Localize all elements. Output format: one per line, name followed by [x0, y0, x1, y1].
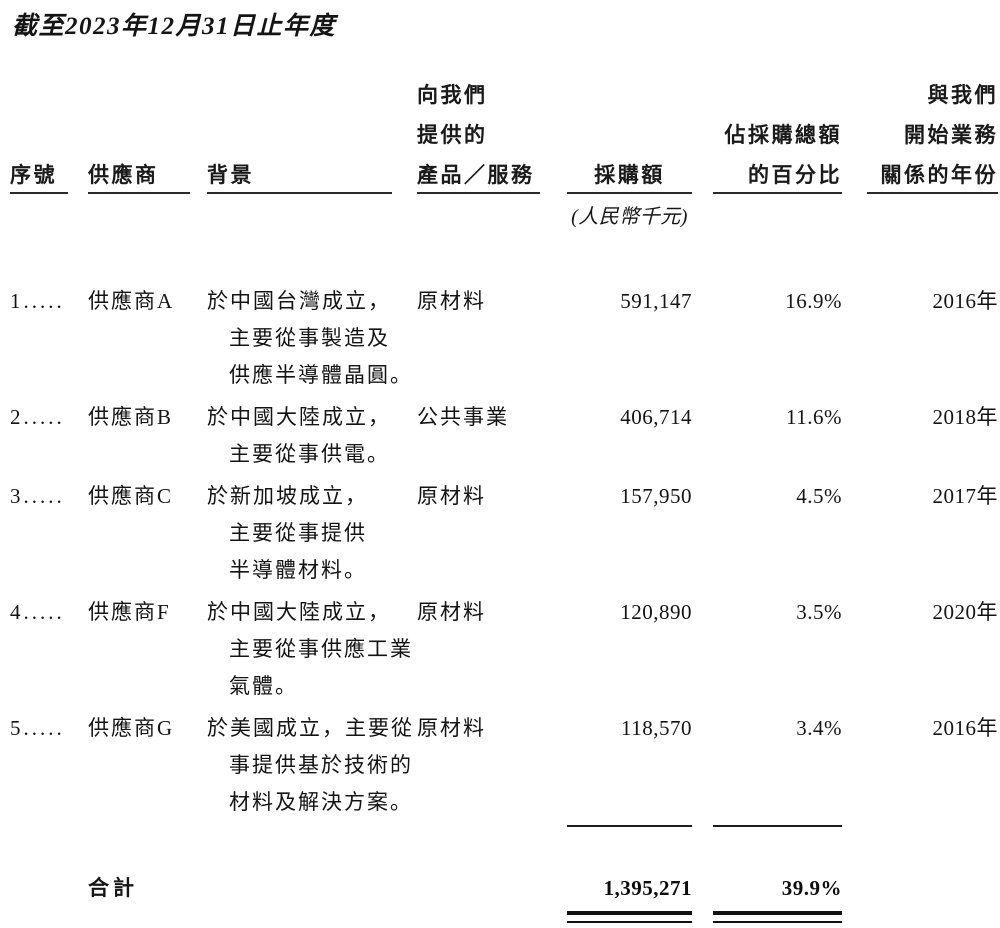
header-products-line1: 向我們: [417, 84, 488, 107]
row-year: 2020年: [932, 600, 998, 624]
row-index: 5.....: [10, 716, 65, 740]
row-product: 原材料: [417, 600, 486, 624]
table-row: 3..... 供應商C 於新加坡成立， 主要從事提供 半導體材料。 原材料 15…: [10, 478, 998, 589]
row-year: 2016年: [932, 716, 998, 740]
row-percent: 3.5%: [796, 600, 842, 624]
header-percent: 的百分比: [692, 154, 842, 194]
background-line: 半導體材料。: [229, 558, 367, 582]
header-products-label: 產品／服務: [417, 164, 535, 187]
background-line: 材料及解決方案。: [229, 790, 413, 814]
header-underline-year: [867, 192, 998, 194]
row-index: 1.....: [10, 289, 65, 313]
background-line: 事提供基於技術的: [229, 753, 413, 777]
header-year-line2: 開始業務: [904, 124, 998, 147]
header-supplier-label: 供應商: [88, 164, 159, 187]
total-label: 合計: [88, 877, 138, 900]
row-background: 於中國台灣成立， 主要從事製造及 供應半導體晶圓。: [207, 283, 417, 394]
background-line: 主要從事提供: [229, 521, 367, 545]
row-supplier: 供應商F: [88, 600, 171, 624]
row-supplier: 供應商C: [88, 484, 174, 508]
currency-unit-note: (人民幣千元): [571, 205, 688, 228]
row-percent: 11.6%: [786, 405, 842, 429]
table-row: 2..... 供應商B 於中國大陸成立， 主要從事供電。 公共事業 406,71…: [10, 399, 998, 473]
row-background: 於美國成立，主要從 事提供基於技術的 材料及解決方案。: [207, 710, 417, 821]
subtotal-rule-amount: [567, 825, 692, 827]
row-amount: 120,890: [620, 600, 692, 624]
header-underline-index: [10, 192, 68, 194]
background-line: 於中國大陸成立，: [207, 600, 391, 624]
header-year: 關係的年份: [842, 154, 998, 194]
background-line: 主要從事供電。: [229, 442, 390, 466]
row-amount: 406,714: [620, 405, 692, 429]
background-line: 於中國台灣成立，: [207, 289, 391, 313]
table-row: 5..... 供應商G 於美國成立，主要從 事提供基於技術的 材料及解決方案。 …: [10, 710, 998, 821]
background-line: 供應半導體晶圓。: [229, 363, 413, 387]
row-supplier: 供應商A: [88, 289, 175, 313]
page-title: 截至2023年12月31日止年度: [12, 13, 337, 40]
header-line-3: 序號 供應商 背景 產品／服務 採購額 的百分比 關係的年份: [10, 154, 998, 194]
header-year-label: 關係的年份: [880, 164, 998, 187]
table-header: 向我們 與我們 提供的 佔採購總額 開始業務 序號 供應商 背景 產品／服務 採…: [10, 74, 1000, 194]
row-background: 於中國大陸成立， 主要從事供應工業 氣體。: [207, 594, 417, 705]
header-products: 產品／服務: [417, 154, 567, 194]
header-background-label: 背景: [207, 164, 254, 187]
header-underline-products: [417, 192, 540, 194]
subtotal-rules: [10, 825, 998, 827]
header-underline-percent: [713, 192, 842, 194]
row-supplier: 供應商G: [88, 716, 175, 740]
background-line: 主要從事供應工業: [229, 637, 413, 661]
row-index: 3.....: [10, 484, 65, 508]
table-row: 4..... 供應商F 於中國大陸成立， 主要從事供應工業 氣體。 原材料 12…: [10, 594, 998, 705]
total-double-rules: [10, 911, 998, 923]
background-line: 氣體。: [229, 674, 298, 698]
header-index: 序號: [10, 154, 88, 194]
row-background: 於中國大陸成立， 主要從事供電。: [207, 399, 417, 473]
background-line: 於中國大陸成立，: [207, 405, 391, 429]
header-year-line1: 與我們: [927, 84, 998, 107]
row-background: 於新加坡成立， 主要從事提供 半導體材料。: [207, 478, 417, 589]
unit-note-row: (人民幣千元): [10, 194, 998, 234]
table-row: 1..... 供應商A 於中國台灣成立， 主要從事製造及 供應半導體晶圓。 原材…: [10, 283, 998, 394]
double-rule-amount: [567, 911, 692, 923]
row-index: 2.....: [10, 405, 65, 429]
header-line-2: 提供的 佔採購總額 開始業務: [10, 114, 998, 154]
row-year: 2017年: [932, 484, 998, 508]
row-percent: 16.9%: [785, 289, 842, 313]
header-supplier: 供應商: [88, 154, 207, 194]
row-index: 4.....: [10, 600, 65, 624]
header-amount: 採購額: [567, 154, 692, 194]
header-percent-line1: 佔採購總額: [724, 124, 842, 147]
header-underline-background: [207, 192, 392, 194]
row-supplier: 供應商B: [88, 405, 174, 429]
double-rule-percent: [692, 911, 842, 923]
background-line: 於美國成立，主要從: [207, 716, 414, 740]
row-product: 原材料: [417, 484, 486, 508]
row-amount: 591,147: [620, 289, 692, 313]
total-amount: 1,395,271: [603, 876, 692, 900]
header-index-label: 序號: [10, 164, 57, 187]
header-amount-label: 採購額: [594, 164, 665, 187]
row-product: 原材料: [417, 716, 486, 740]
subtotal-rule-percent: [692, 825, 842, 827]
row-product: 公共事業: [417, 405, 509, 429]
row-year: 2018年: [932, 405, 998, 429]
row-percent: 3.4%: [796, 716, 842, 740]
header-percent-label: 的百分比: [748, 164, 842, 187]
header-underline-supplier: [88, 192, 190, 194]
total-row: 合計 1,395,271 39.9%: [10, 870, 998, 907]
row-percent: 4.5%: [796, 484, 842, 508]
header-underline-amount: [567, 192, 692, 194]
header-background: 背景: [207, 154, 417, 194]
background-line: 於新加坡成立，: [207, 484, 368, 508]
header-line-1: 向我們 與我們: [10, 74, 998, 114]
row-year: 2016年: [932, 289, 998, 313]
background-line: 主要從事製造及: [229, 326, 390, 350]
header-products-line2: 提供的: [417, 124, 488, 147]
row-amount: 157,950: [620, 484, 692, 508]
total-percent: 39.9%: [781, 876, 842, 900]
row-amount: 118,570: [621, 716, 692, 740]
row-product: 原材料: [417, 289, 486, 313]
